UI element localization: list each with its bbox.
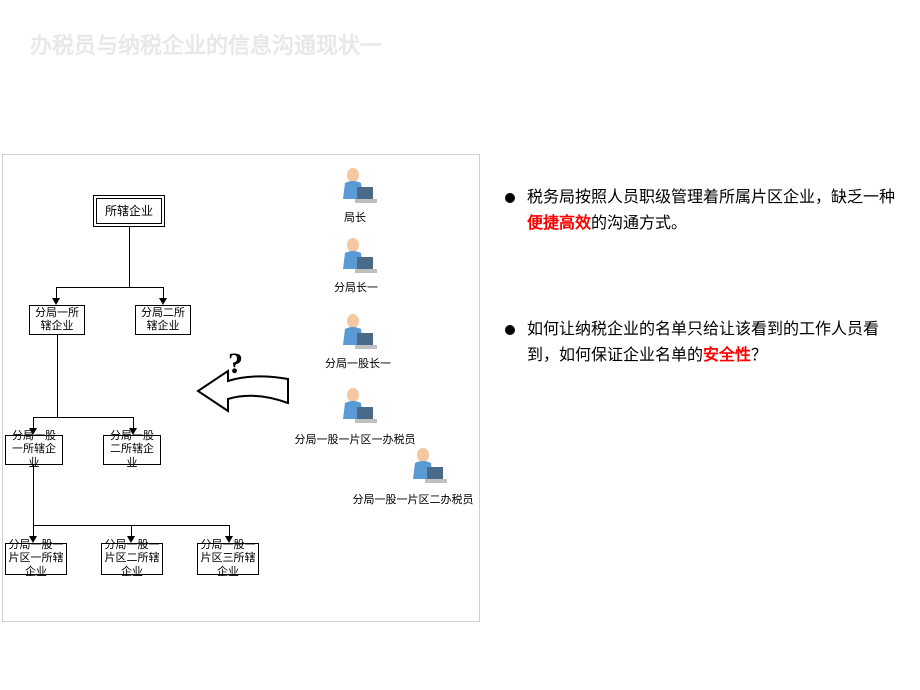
bullet-dot-icon	[505, 325, 515, 335]
person-icon	[333, 165, 379, 207]
arrow-icon	[159, 298, 167, 305]
connector	[56, 287, 164, 288]
org-root: 所辖企业	[93, 195, 165, 227]
role-label: 分局一股长一	[313, 355, 403, 371]
org-l3-2: 分局一股一片区三所辖企业	[197, 543, 259, 575]
bullet-text: 如何让纳税企业的名单只给让该看到的工作人员看到，如何保证企业名单的安全性？	[527, 317, 900, 369]
question-arrow-icon	[193, 367, 293, 415]
bullet-item: 如何让纳税企业的名单只给让该看到的工作人员看到，如何保证企业名单的安全性？	[505, 317, 900, 369]
person-icon	[333, 235, 379, 277]
org-l1-1: 分局二所辖企业	[135, 305, 191, 335]
person-icon	[333, 311, 379, 353]
person-icon	[403, 445, 449, 487]
bullet-text: 税务局按照人员职级管理着所属片区企业，缺乏一种便捷高效的沟通方式。	[527, 185, 900, 237]
text-segment: 税务局按照人员职级管理着所属片区企业，缺乏一种	[527, 189, 895, 206]
person-icon	[333, 385, 379, 427]
connector	[33, 417, 133, 418]
highlight-text: 便捷高效	[527, 215, 591, 232]
org-l2-0: 分局一股一所辖企业	[5, 435, 63, 465]
question-mark: ?	[228, 347, 243, 381]
role-label: 分局一股一片区二办税员	[343, 491, 483, 507]
text-segment: ？	[751, 347, 767, 364]
bullet-item: 税务局按照人员职级管理着所属片区企业，缺乏一种便捷高效的沟通方式。	[505, 185, 900, 237]
text-segment: 的沟通方式。	[591, 215, 687, 232]
connector	[33, 465, 34, 525]
arrow-icon	[52, 298, 60, 305]
bullets-panel: 税务局按照人员职级管理着所属片区企业，缺乏一种便捷高效的沟通方式。 如何让纳税企…	[505, 185, 900, 449]
role-label: 局长	[325, 209, 385, 225]
slide-title: 办税员与纳税企业的信息沟通现状一	[30, 28, 382, 60]
connector	[57, 335, 58, 417]
highlight-text: 安全性	[703, 347, 751, 364]
bullet-dot-icon	[505, 193, 515, 203]
org-l1-0: 分局一所辖企业	[29, 305, 85, 335]
connector	[129, 227, 130, 287]
org-l3-1: 分局一股一片区二所辖企业	[101, 543, 163, 575]
role-label: 分局长一	[321, 279, 391, 295]
org-l3-0: 分局一股一片区一所辖企业	[5, 543, 67, 575]
org-l2-1: 分局一股二所辖企业	[103, 435, 161, 465]
diagram-panel: 所辖企业 分局一所辖企业 分局二所辖企业 分局一股一所辖企业 分局一股二所辖企业…	[2, 154, 480, 622]
